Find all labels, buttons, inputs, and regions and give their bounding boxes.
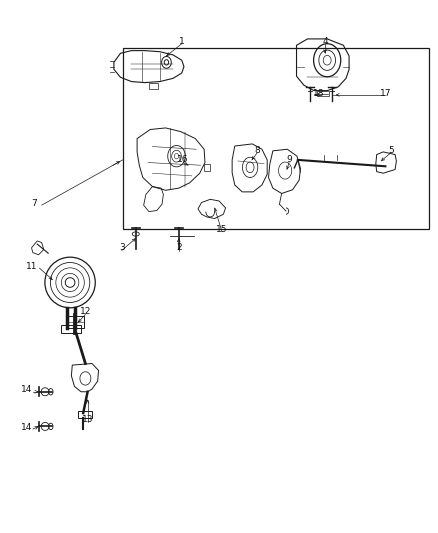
Text: 15: 15 <box>216 225 228 233</box>
Text: 2: 2 <box>176 244 181 252</box>
Bar <box>123 48 429 229</box>
Text: 5: 5 <box>388 146 394 155</box>
Text: 7: 7 <box>31 199 37 208</box>
Text: 11: 11 <box>26 262 37 271</box>
Text: 18: 18 <box>313 89 325 98</box>
Text: 9: 9 <box>286 156 292 164</box>
Text: 16: 16 <box>177 156 189 164</box>
Text: 8: 8 <box>254 146 260 155</box>
Text: 4: 4 <box>322 37 328 45</box>
Text: 3: 3 <box>119 244 125 252</box>
Text: 12: 12 <box>80 308 91 316</box>
Text: 13: 13 <box>82 415 93 424</box>
Text: 17: 17 <box>380 89 391 98</box>
Text: 14: 14 <box>21 385 32 393</box>
Text: 14: 14 <box>21 423 32 432</box>
Text: 1: 1 <box>179 37 185 45</box>
